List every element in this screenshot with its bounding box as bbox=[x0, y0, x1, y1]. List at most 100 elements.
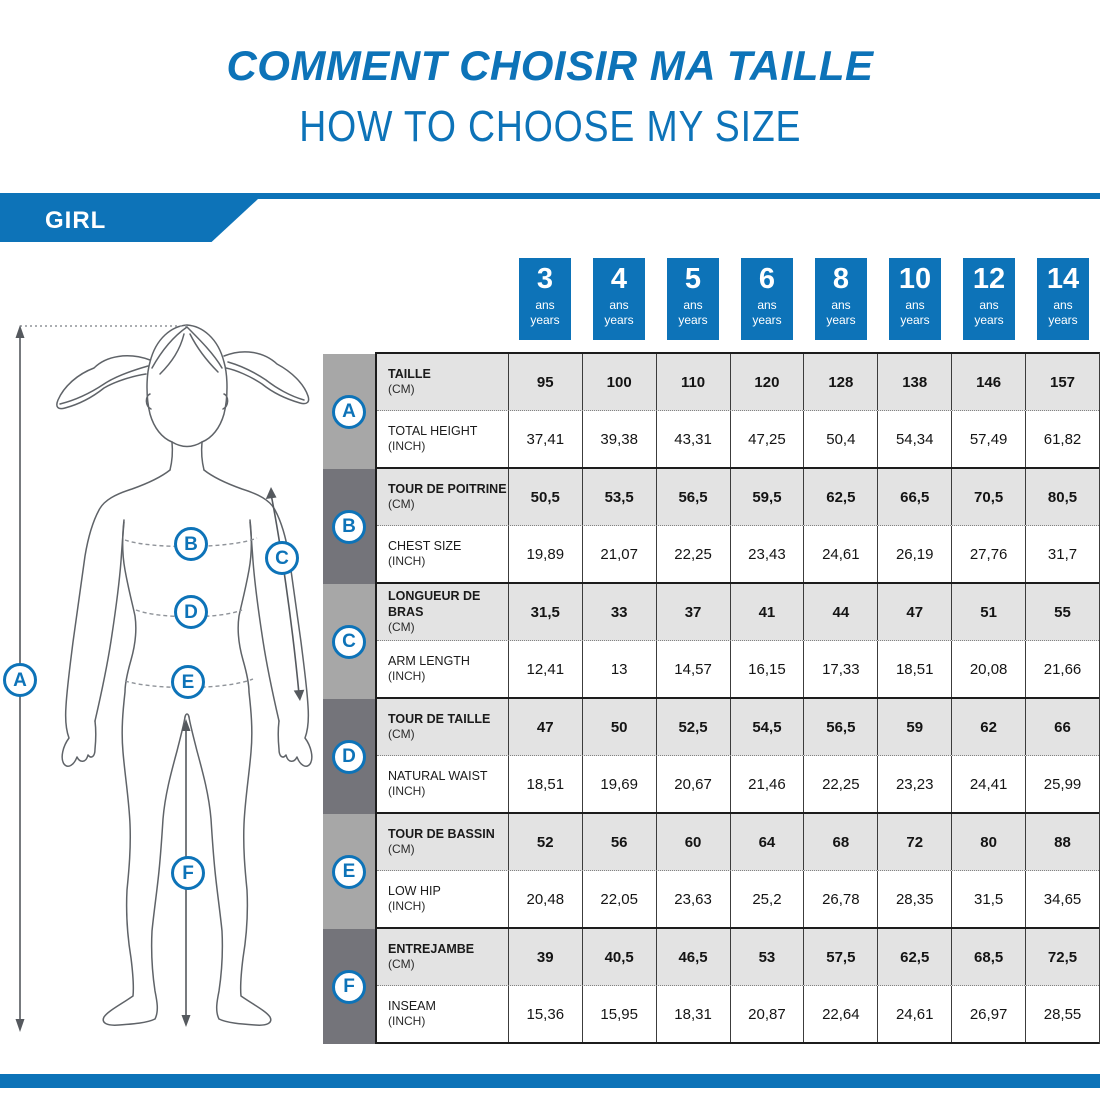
band-cell: C bbox=[323, 584, 375, 699]
measure-label: TAILLE bbox=[388, 366, 431, 381]
table-row-cm: ENTREJAMBE (CM) 39 40,5 46,5 53 57,5 62,5 68,5 72… bbox=[377, 929, 1099, 986]
table-group: TOUR DE BASSIN (CM) 52 56 60 64 68 72 80 88 LOW HI… bbox=[377, 814, 1099, 929]
girl-banner: GIRL bbox=[0, 199, 258, 242]
value-cell: 50,4 bbox=[803, 411, 877, 467]
band-cell: E bbox=[323, 814, 375, 929]
figure-badge-b: B bbox=[174, 527, 208, 561]
value-cell: 68 bbox=[803, 814, 877, 870]
value-cell: 28,35 bbox=[877, 871, 951, 927]
age-unit-fr: ans bbox=[683, 298, 703, 312]
value-cell: 57,49 bbox=[951, 411, 1025, 467]
value-cell: 72 bbox=[877, 814, 951, 870]
age-unit-en: years bbox=[826, 313, 856, 327]
age-unit-fr: ans bbox=[831, 298, 851, 312]
band-cell: F bbox=[323, 929, 375, 1044]
figure-badge-e: E bbox=[171, 665, 205, 699]
value-cell: 52,5 bbox=[655, 699, 730, 755]
measure-unit: (CM) bbox=[388, 727, 415, 742]
value-cell: 39,38 bbox=[581, 411, 656, 467]
table-group: TOUR DE TAILLE (CM) 47 50 52,5 54,5 56,5 59 62 66… bbox=[377, 699, 1099, 814]
girl-banner-label: GIRL bbox=[45, 206, 107, 234]
age-number: 4 bbox=[610, 263, 628, 295]
value-cell: 138 bbox=[877, 354, 951, 410]
banner-strip bbox=[0, 193, 1100, 199]
label-cell: CHEST SIZE (INCH) bbox=[377, 526, 508, 582]
measure-unit: (INCH) bbox=[388, 554, 426, 569]
value-cell: 24,61 bbox=[877, 986, 951, 1042]
value-cell: 43,31 bbox=[655, 411, 730, 467]
value-cell: 47 bbox=[877, 584, 951, 640]
age-unit-fr: ans bbox=[905, 298, 925, 312]
measure-unit: (INCH) bbox=[388, 784, 426, 799]
value-cell: 21,46 bbox=[729, 756, 804, 812]
value-cell: 17,33 bbox=[803, 641, 877, 697]
measure-letter-badge: F bbox=[332, 969, 366, 1004]
value-cell: 23,43 bbox=[729, 526, 804, 582]
label-cell: TOTAL HEIGHT (INCH) bbox=[377, 411, 508, 467]
table-row-inch: ARM LENGTH (INCH) 12,41 13 14,57 16,15 17,33 18… bbox=[377, 641, 1099, 697]
measure-letter-badge: C bbox=[332, 624, 366, 659]
value-cell: 62 bbox=[951, 699, 1025, 755]
age-unit-fr: ans bbox=[609, 298, 629, 312]
value-cell: 31,5 bbox=[951, 871, 1025, 927]
value-cell: 27,76 bbox=[951, 526, 1025, 582]
value-cell: 55 bbox=[1025, 584, 1099, 640]
age-unit-en: years bbox=[530, 313, 560, 327]
label-cell: ENTREJAMBE (CM) bbox=[377, 929, 508, 985]
age-box: 10 ans years bbox=[889, 258, 941, 340]
value-cell: 15,36 bbox=[507, 986, 582, 1042]
value-cell: 39 bbox=[507, 929, 582, 985]
age-number: 6 bbox=[758, 263, 776, 295]
age-unit-en: years bbox=[1048, 313, 1078, 327]
measure-label: CHEST SIZE bbox=[388, 538, 462, 553]
measure-label: ENTREJAMBE bbox=[388, 941, 475, 956]
age-number: 8 bbox=[832, 263, 850, 295]
measure-unit: (INCH) bbox=[388, 669, 426, 684]
measure-unit: (CM) bbox=[388, 957, 415, 972]
value-cell: 128 bbox=[803, 354, 877, 410]
age-box: 3 ans years bbox=[519, 258, 571, 340]
table-row-inch: LOW HIP (INCH) 20,48 22,05 23,63 25,2 26,78 28,… bbox=[377, 871, 1099, 927]
age-box: 14 ans years bbox=[1037, 258, 1089, 340]
value-cell: 61,82 bbox=[1025, 411, 1099, 467]
value-cell: 34,65 bbox=[1025, 871, 1099, 927]
value-cell: 24,61 bbox=[803, 526, 877, 582]
value-cell: 23,63 bbox=[655, 871, 730, 927]
age-unit-fr: ans bbox=[979, 298, 999, 312]
age-column: 3 ans years bbox=[508, 258, 582, 340]
measure-letter-badge: D bbox=[332, 739, 366, 774]
age-box: 12 ans years bbox=[963, 258, 1015, 340]
label-cell: ARM LENGTH (INCH) bbox=[377, 641, 508, 697]
age-column: 12 ans years bbox=[952, 258, 1026, 340]
value-cell: 12,41 bbox=[507, 641, 582, 697]
value-cell: 80,5 bbox=[1025, 469, 1099, 525]
measure-unit: (INCH) bbox=[388, 899, 426, 914]
age-box: 5 ans years bbox=[667, 258, 719, 340]
measure-unit: (INCH) bbox=[388, 1014, 426, 1029]
value-cell: 59,5 bbox=[729, 469, 804, 525]
value-cell: 57,5 bbox=[803, 929, 877, 985]
table-row-cm: TOUR DE TAILLE (CM) 47 50 52,5 54,5 56,5 59 62 66 bbox=[377, 699, 1099, 756]
value-cell: 56,5 bbox=[655, 469, 730, 525]
value-cell: 47 bbox=[507, 699, 582, 755]
measure-label: LOW HIP bbox=[388, 883, 441, 898]
table-row-cm: TAILLE (CM) 95 100 110 120 128 138 146 157 bbox=[377, 354, 1099, 411]
age-unit-fr: ans bbox=[1053, 298, 1073, 312]
measure-label: ARM LENGTH bbox=[388, 653, 470, 668]
value-cell: 24,41 bbox=[951, 756, 1025, 812]
value-cell: 51 bbox=[951, 584, 1025, 640]
page-title-fr: COMMENT CHOISIR MA TAILLE bbox=[226, 42, 874, 89]
age-box: 8 ans years bbox=[815, 258, 867, 340]
value-cell: 19,69 bbox=[581, 756, 656, 812]
measure-letter-badge: E bbox=[332, 854, 366, 889]
table-row-inch: TOTAL HEIGHT (INCH) 37,41 39,38 43,31 47,25 50… bbox=[377, 411, 1099, 467]
age-unit-en: years bbox=[974, 313, 1004, 327]
value-cell: 62,5 bbox=[877, 929, 951, 985]
value-cell: 23,23 bbox=[877, 756, 951, 812]
value-cell: 40,5 bbox=[581, 929, 656, 985]
value-cell: 22,25 bbox=[655, 526, 730, 582]
age-number: 5 bbox=[684, 263, 702, 295]
value-cell: 26,19 bbox=[877, 526, 951, 582]
label-cell: NATURAL WAIST (INCH) bbox=[377, 756, 508, 812]
label-cell: TOUR DE POITRINE (CM) bbox=[377, 469, 508, 525]
